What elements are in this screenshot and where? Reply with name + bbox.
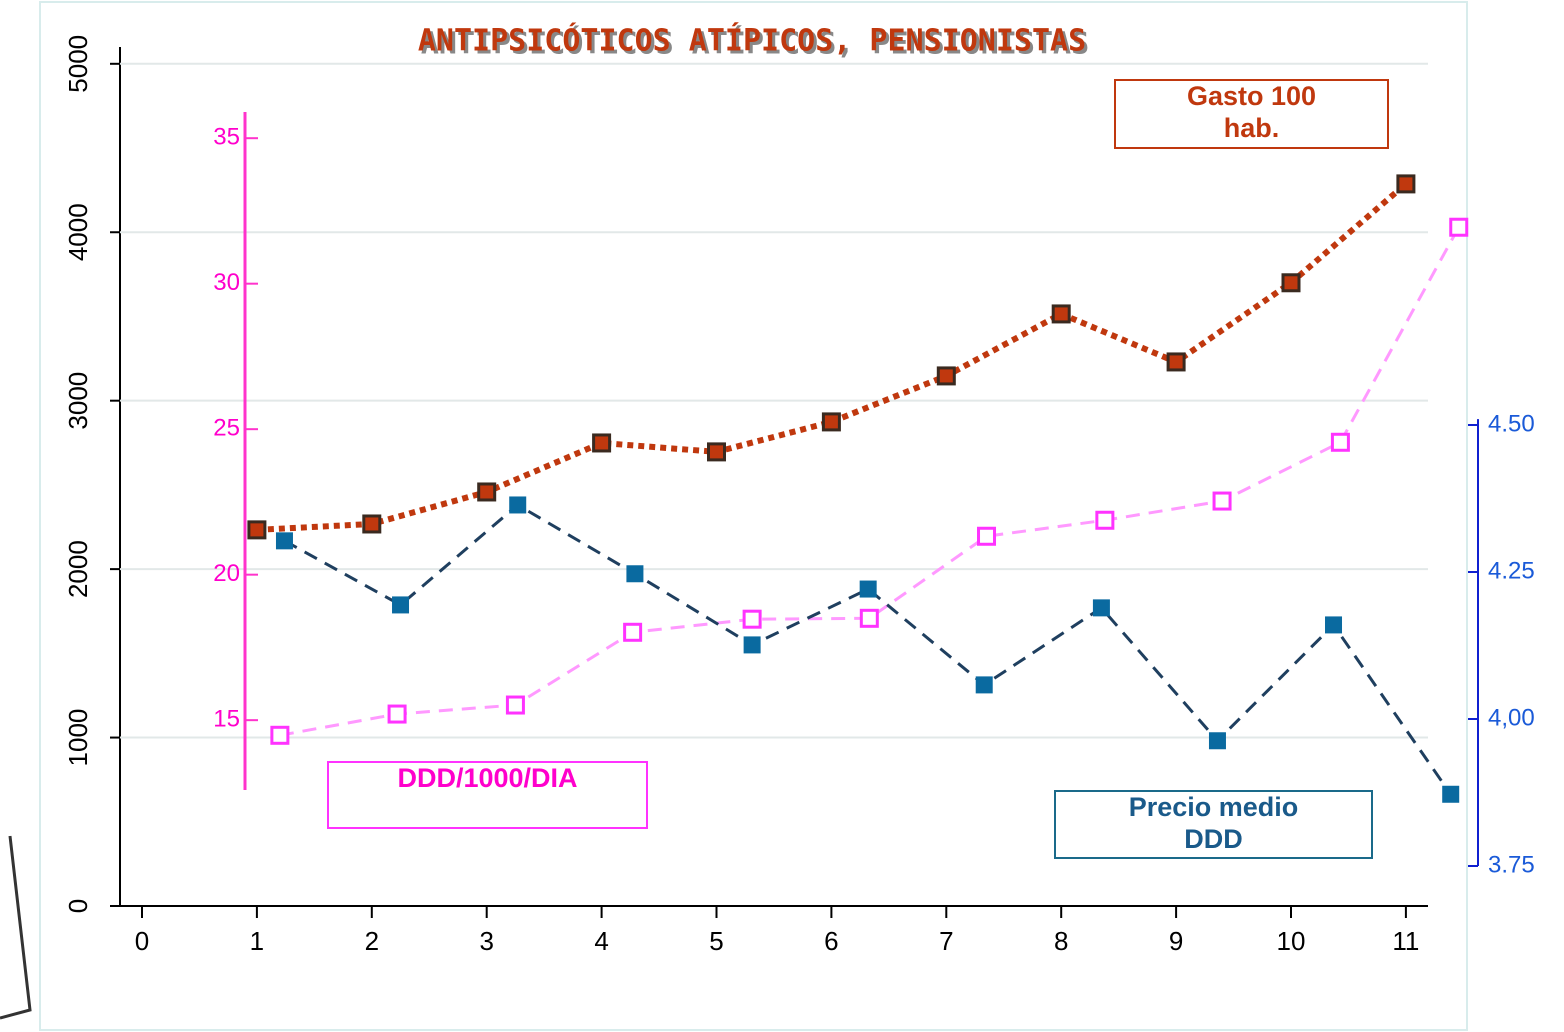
x-tick-label: 1 (250, 926, 264, 956)
y-tick-label: 2000 (63, 540, 93, 598)
y-tick-label: 0 (63, 899, 93, 913)
marker (1396, 174, 1416, 194)
marker (936, 366, 956, 386)
marker (742, 609, 762, 629)
legend-box (327, 761, 648, 829)
y2-tick-label: 15 (213, 706, 240, 733)
legend-label: Precio medio DDD (1128, 792, 1299, 854)
legend-box (1054, 790, 1373, 859)
marker (392, 596, 410, 614)
marker (505, 695, 525, 715)
x-tick-label: 7 (939, 926, 953, 956)
x-tick-label: 2 (365, 926, 379, 956)
marker (1325, 616, 1343, 634)
marker (1208, 732, 1226, 750)
x-tick-label: 4 (594, 926, 608, 956)
title-shadow: ANTIPSICÓTICOS ATÍPICOS, PENSIONISTAS (421, 25, 1089, 62)
marker (859, 608, 879, 628)
marker (1051, 304, 1071, 324)
y3-tick-label: 3.75 (1488, 851, 1535, 878)
marker (1095, 510, 1115, 530)
x-tick-label: 9 (1169, 926, 1183, 956)
marker (1281, 273, 1301, 293)
marker (275, 532, 293, 550)
x-tick-label: 3 (479, 926, 493, 956)
marker (387, 704, 407, 724)
marker (592, 433, 612, 453)
legend-box (1114, 79, 1389, 149)
legend: Gasto 100 hab. (1186, 81, 1317, 143)
marker (509, 496, 527, 514)
marker (477, 482, 497, 502)
series-line (279, 226, 1461, 737)
series-line (256, 181, 1408, 533)
marker (821, 412, 841, 432)
marker (743, 636, 761, 654)
marker (1212, 491, 1232, 511)
y-tick-label: 3000 (63, 372, 93, 430)
frame (39, 1, 1468, 1031)
chart-title: ANTIPSICÓTICOS ATÍPICOS, PENSIONISTAS (418, 22, 1086, 59)
decoration (0, 835, 32, 1020)
x-tick-label: 6 (824, 926, 838, 956)
y3-tick-label: 4,00 (1488, 704, 1535, 731)
marker (623, 622, 643, 642)
legend: DDD/1000/DIA (397, 763, 578, 793)
marker (975, 676, 993, 694)
series-line (283, 503, 1452, 796)
legend: Precio medio DDD (1128, 792, 1299, 854)
y-tick-label: 5000 (63, 35, 93, 93)
marker (362, 514, 382, 534)
y2-tick-label: 30 (213, 269, 240, 296)
marker (270, 725, 290, 745)
marker (626, 565, 644, 583)
marker (1092, 599, 1110, 617)
marker (1166, 352, 1186, 372)
x-tick-label: 5 (709, 926, 723, 956)
y2-tick-label: 20 (213, 560, 240, 587)
y-tick-label: 4000 (63, 203, 93, 261)
legend-label: Gasto 100 hab. (1186, 81, 1317, 143)
x-tick-label: 10 (1277, 926, 1306, 956)
x-tick-label: 8 (1054, 926, 1068, 956)
marker (1330, 432, 1350, 452)
x-tick-label: 0 (135, 926, 149, 956)
y2-tick-label: 25 (213, 415, 240, 442)
y2-tick-label: 35 (213, 124, 240, 151)
y3-tick-label: 4.50 (1488, 410, 1535, 437)
x-tick-label: 11 (1392, 926, 1419, 956)
marker (707, 442, 726, 462)
legend-label: DDD/1000/DIA (397, 763, 578, 793)
y3-tick-label: 4.25 (1488, 557, 1535, 584)
marker (977, 526, 997, 546)
marker (1449, 217, 1469, 237)
marker (247, 520, 267, 540)
y-tick-label: 1000 (63, 709, 93, 767)
marker (859, 580, 877, 598)
marker (1442, 785, 1460, 803)
